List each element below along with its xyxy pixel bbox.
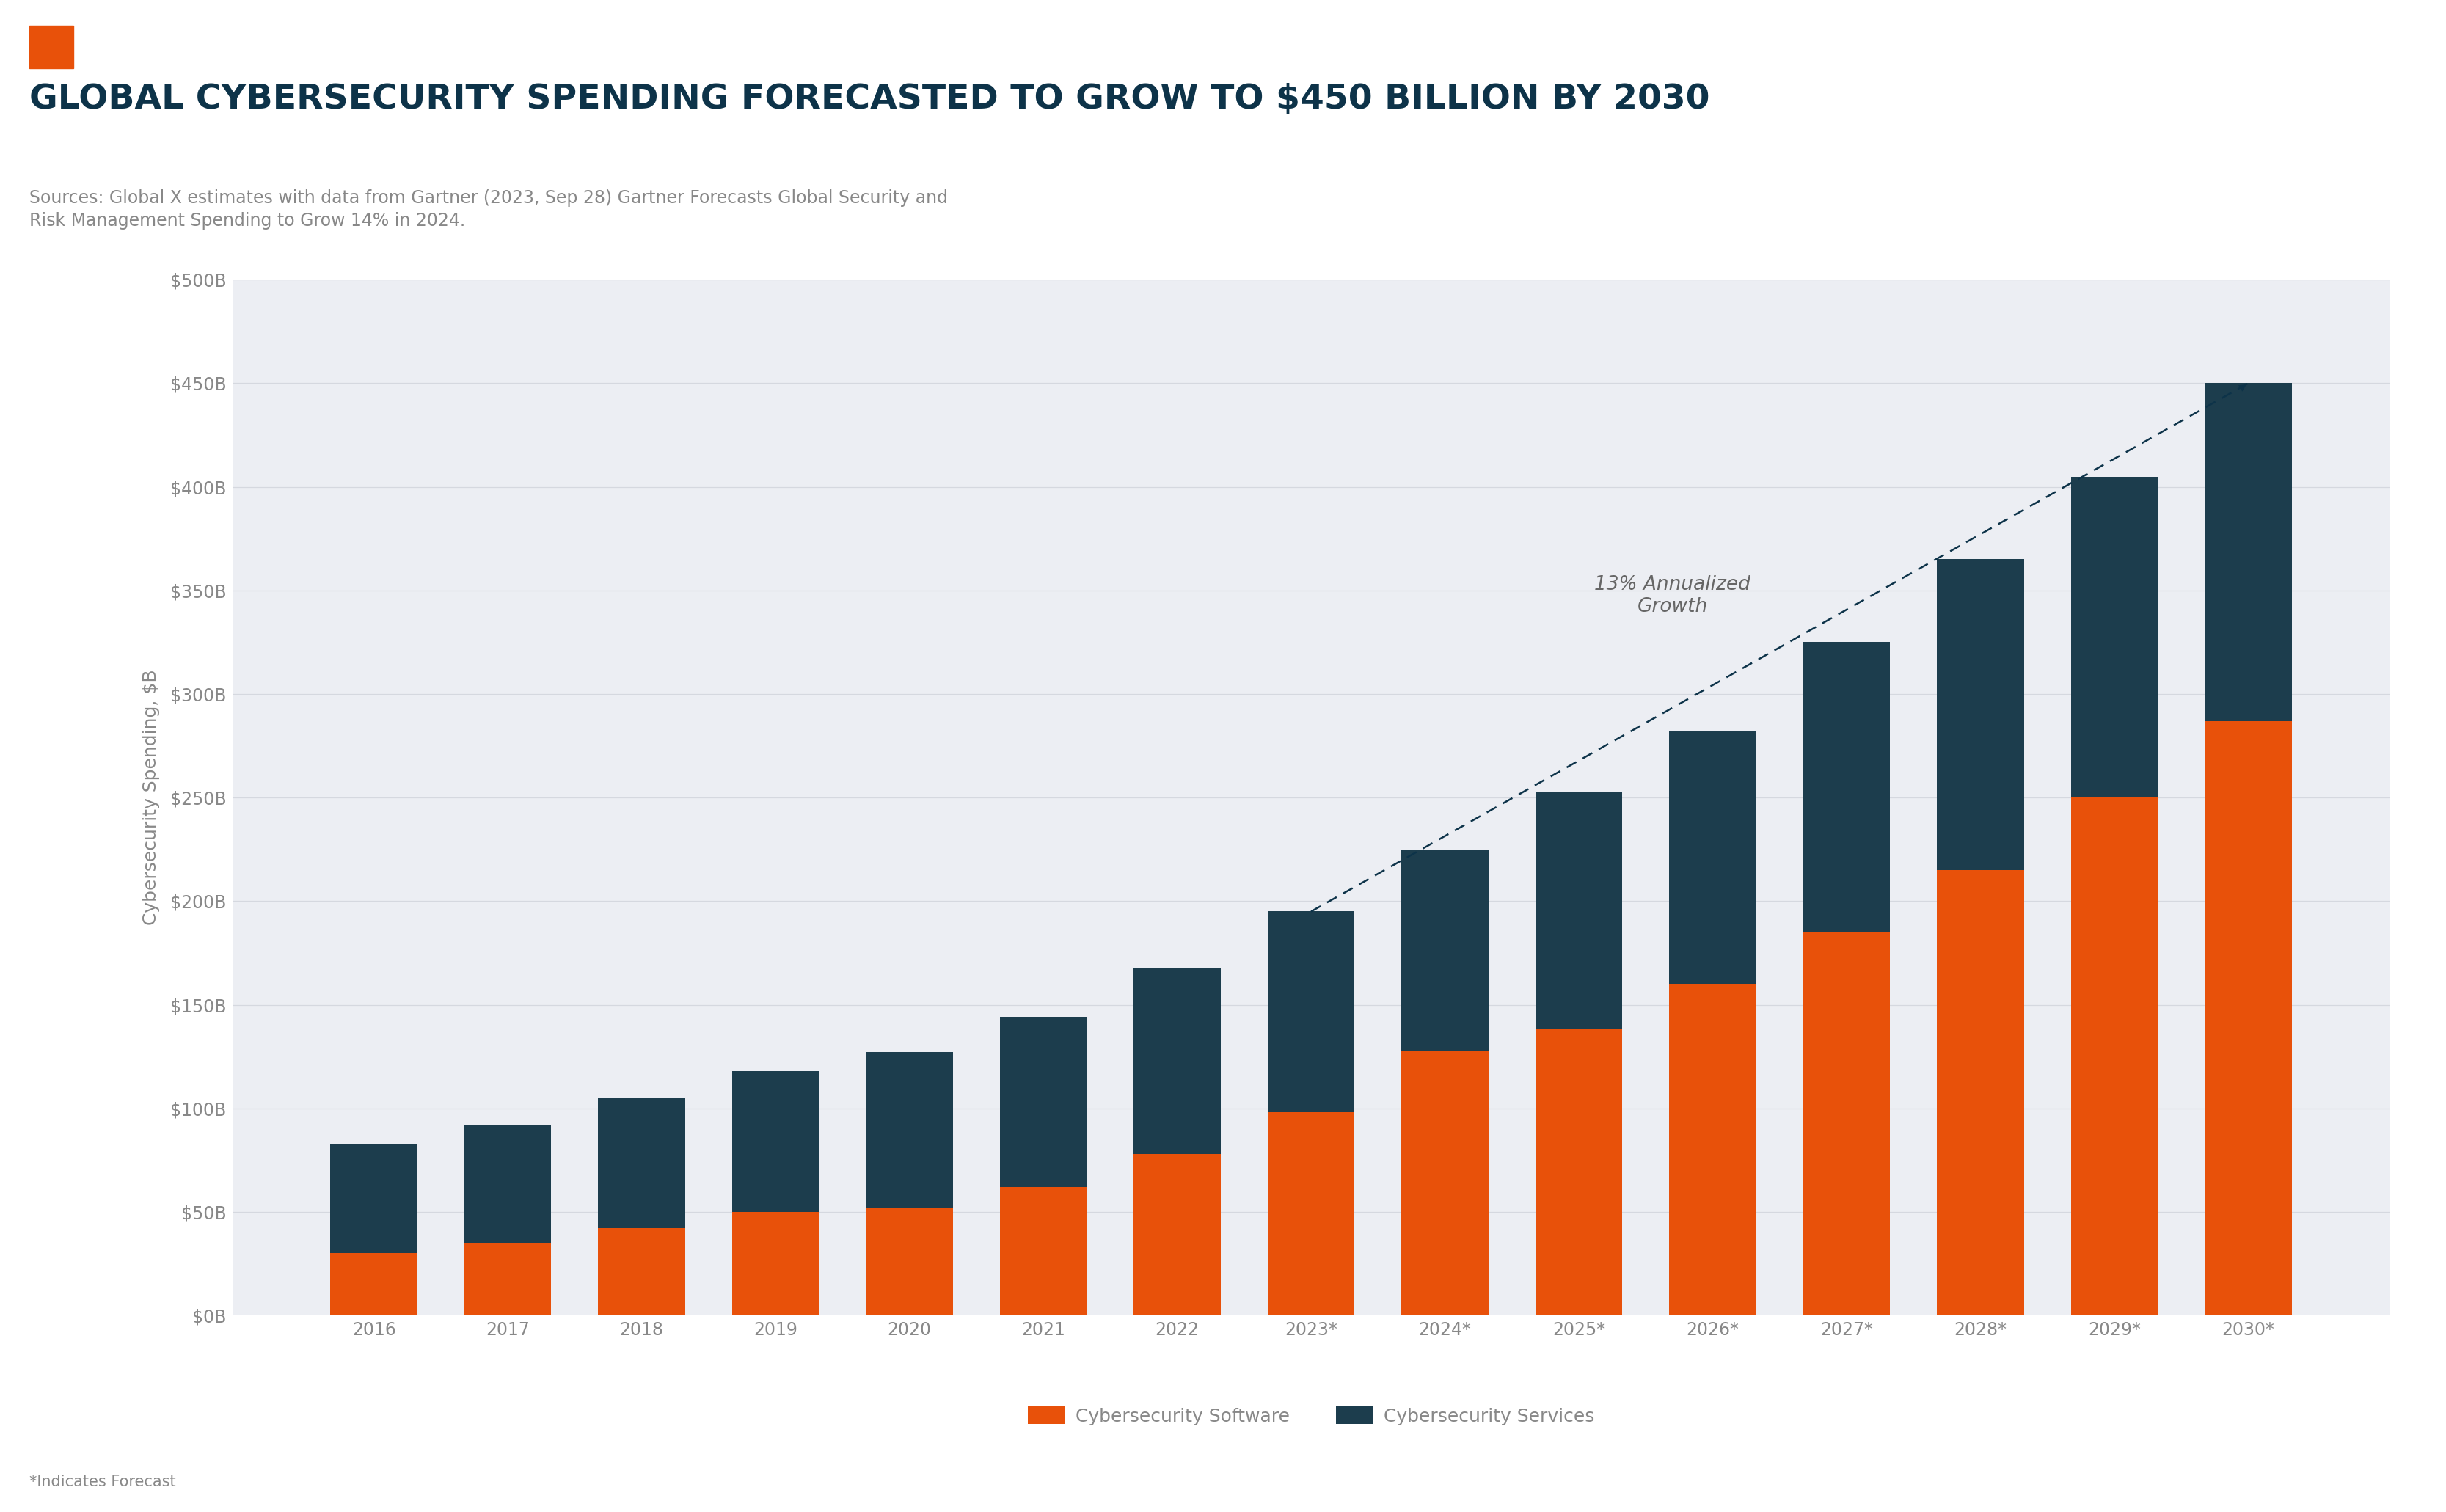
Bar [1536,791,1622,1030]
Bar [465,1125,550,1243]
Bar [1803,643,1891,933]
Bar [1402,1051,1490,1315]
Bar [599,1228,685,1315]
Bar [2072,798,2157,1315]
Bar [1132,968,1221,1154]
Text: GLOBAL CYBERSECURITY SPENDING FORECASTED TO GROW TO $450 BILLION BY 2030: GLOBAL CYBERSECURITY SPENDING FORECASTED… [29,83,1710,116]
Bar [1000,1187,1086,1315]
Text: 13% Annualized
Growth: 13% Annualized Growth [1595,575,1751,617]
Legend: Cybersecurity Software, Cybersecurity Services: Cybersecurity Software, Cybersecurity Se… [1027,1406,1595,1426]
Bar [2204,384,2292,721]
Bar [1132,1154,1221,1315]
Bar [866,1052,954,1208]
Bar [866,1208,954,1315]
Bar [731,1213,819,1315]
Bar [1402,850,1490,1051]
Bar [1000,1018,1086,1187]
Text: *Indicates Forecast: *Indicates Forecast [29,1474,176,1489]
Bar [1937,559,2023,869]
Bar [1267,1113,1355,1315]
Bar [1803,933,1891,1315]
Bar [1668,984,1756,1315]
Bar [2204,721,2292,1315]
Bar [1267,912,1355,1113]
Bar [599,1098,685,1228]
Y-axis label: Cybersecurity Spending, $B: Cybersecurity Spending, $B [142,670,159,925]
Bar [1937,869,2023,1315]
Bar [465,1243,550,1315]
Bar [1536,1030,1622,1315]
Bar [1668,732,1756,984]
Bar [330,1253,418,1315]
Bar [2072,476,2157,798]
Bar [330,1143,418,1253]
Bar [731,1070,819,1213]
Text: Sources: Global X estimates with data from Gartner (2023, Sep 28) Gartner Foreca: Sources: Global X estimates with data fr… [29,189,949,230]
